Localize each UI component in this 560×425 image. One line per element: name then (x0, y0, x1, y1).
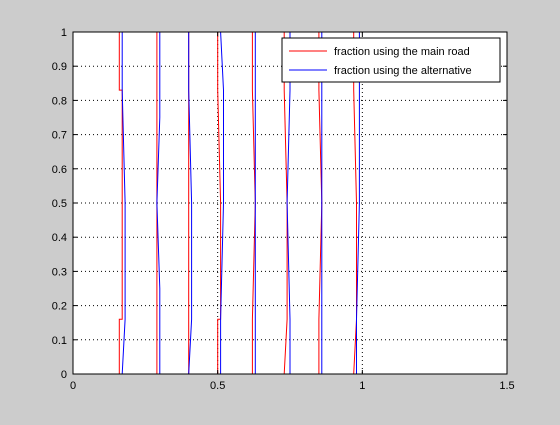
y-tick-label: 1 (61, 27, 67, 39)
legend: fraction using the main road fraction us… (281, 37, 501, 83)
x-tick-label: 0 (70, 380, 76, 392)
y-tick-label: 0.6 (52, 164, 67, 176)
y-tick-label: 0.5 (52, 198, 67, 210)
y-tick-label: 0.3 (52, 266, 67, 278)
x-tick-label: 1 (359, 380, 365, 392)
x-tick-label: 1.5 (499, 380, 514, 392)
legend-box (281, 37, 501, 83)
y-tick-label: 0 (61, 369, 67, 381)
tick-marks (72, 31, 508, 375)
tick-labels: 0 0.5 1 1.5 0 0.1 0.2 0.3 0.4 0.5 0.6 0.7 0.8 0.9 1 (52, 27, 515, 392)
y-tick-label: 0.4 (52, 232, 67, 244)
y-tick-label: 0.1 (52, 335, 67, 347)
y-tick-label: 0.8 (52, 95, 67, 107)
x-tick-label: 0.5 (210, 380, 225, 392)
y-tick-label: 0.2 (52, 301, 67, 313)
y-tick-label: 0.9 (52, 61, 67, 73)
y-tick-label: 0.7 (52, 130, 67, 142)
legend-label-alternative: fraction using the alternative (334, 65, 472, 77)
legend-label-main-road: fraction using the main road (334, 46, 470, 58)
